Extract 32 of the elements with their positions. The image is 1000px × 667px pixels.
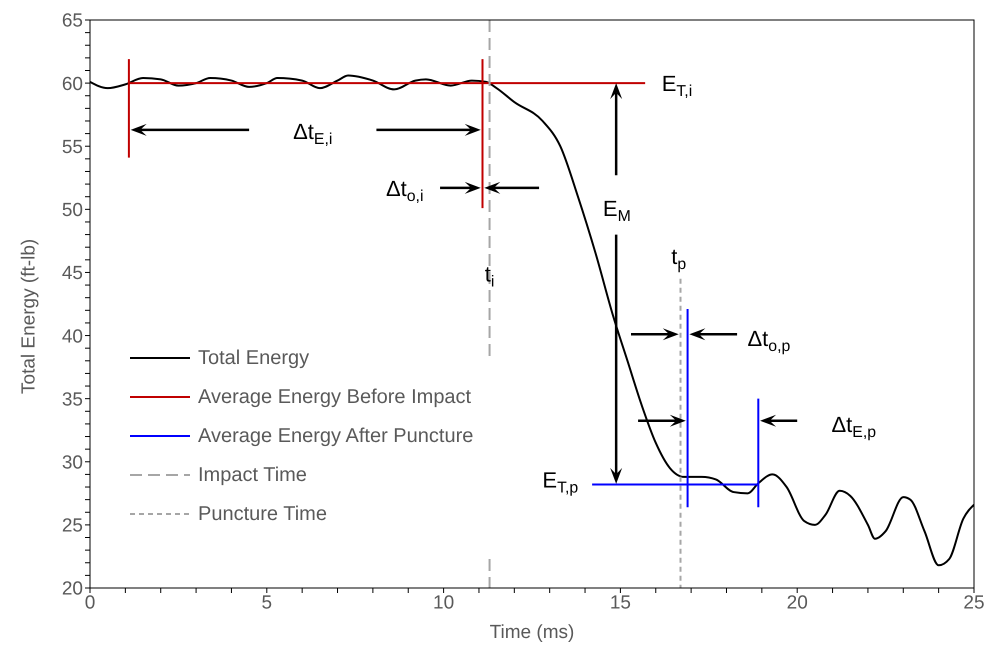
annotation: E$_{M}$: [602, 196, 631, 226]
legend-label: Average Energy Before Impact: [198, 386, 472, 408]
x-tick-label: 5: [262, 592, 272, 614]
y-tick-label: 65: [62, 10, 83, 32]
y-tick-label: 20: [62, 578, 83, 600]
y-tick-label: 40: [62, 326, 83, 348]
y-tick-label: 35: [62, 389, 83, 410]
annotation: E$_{T,p}$: [542, 466, 578, 496]
annotation: Δt$_{E,i}$: [293, 118, 332, 148]
x-axis-title: Time (ms): [490, 622, 574, 643]
legend-label: Total Energy: [198, 347, 310, 369]
y-axis-title: Total Energy (ft-lb): [18, 238, 40, 394]
y-tick-label: 30: [62, 452, 83, 474]
legend-label: Puncture Time: [198, 503, 327, 525]
y-tick-label: 25: [62, 516, 83, 537]
x-tick-label: 15: [610, 592, 631, 614]
x-tick-label: 25: [963, 592, 985, 614]
annotation: t$_{p}$: [671, 244, 686, 274]
annotation: E$_{T,i}$: [662, 70, 692, 100]
annotation: Δt$_{o,i}$: [386, 175, 424, 205]
y-tick-label: 60: [62, 74, 83, 95]
y-tick-label: 55: [62, 136, 83, 158]
annotation: Δt$_{o,p}$: [748, 326, 791, 356]
legend-label: Average Energy After Puncture: [198, 425, 474, 447]
y-tick-label: 50: [62, 200, 83, 222]
annotation: Δt$_{E,p}$: [831, 411, 876, 441]
x-tick-label: 20: [786, 592, 808, 614]
x-tick-label: 0: [84, 592, 96, 614]
y-tick-label: 45: [62, 263, 83, 284]
annotation: t$_{i}$: [484, 261, 494, 291]
legend-label: Impact Time: [198, 464, 307, 486]
x-tick-label: 10: [433, 592, 454, 614]
